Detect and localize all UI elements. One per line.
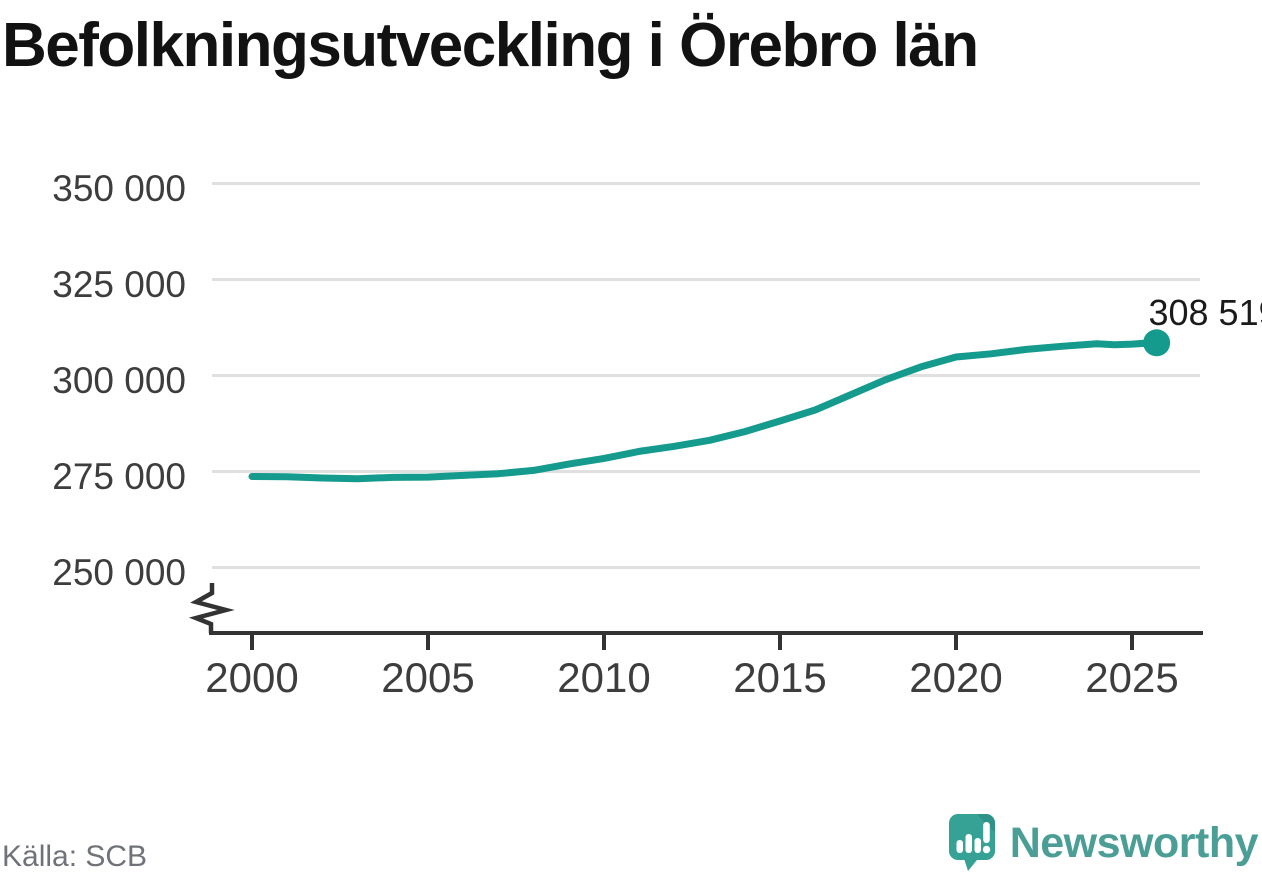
newsworthy-speech-bubble-bar-chart-icon <box>948 814 995 871</box>
x-tick-label: 2020 <box>909 654 1003 701</box>
x-tick-label: 2000 <box>205 654 299 701</box>
x-axis-tick <box>1130 633 1134 650</box>
y-tick-label: 275 000 <box>52 455 186 497</box>
x-tick-label: 2010 <box>557 654 651 701</box>
x-tick-label: 2025 <box>1085 654 1179 701</box>
y-tick-label: 325 000 <box>52 263 186 305</box>
latest-point-marker <box>1143 329 1171 357</box>
newsworthy-branding: Newsworthy <box>948 810 1259 876</box>
y-grid-line <box>212 278 1200 281</box>
y-grid-line <box>212 470 1200 473</box>
x-axis-tick <box>954 633 958 650</box>
y-grid-line <box>212 566 1200 569</box>
x-axis-tick <box>250 633 254 650</box>
population-line <box>248 339 1161 483</box>
y-grid-line <box>212 182 1200 185</box>
x-axis-tick <box>778 633 782 650</box>
x-axis-tick <box>602 633 606 650</box>
x-axis-tick <box>426 633 430 650</box>
y-axis-break-icon <box>188 583 235 633</box>
y-tick-label: 300 000 <box>52 359 186 401</box>
latest-value-label: 308 519 <box>1148 291 1262 333</box>
x-tick-label: 2005 <box>381 654 475 701</box>
chart-title: Befolkningsutveckling i Örebro län <box>2 11 979 80</box>
source-note: Källa: SCB <box>2 840 148 873</box>
y-tick-label: 350 000 <box>52 167 186 209</box>
x-tick-label: 2015 <box>733 654 827 701</box>
x-axis-line <box>209 631 1203 635</box>
newsworthy-wordmark: Newsworthy <box>1009 818 1259 867</box>
y-tick-label: 250 000 <box>52 551 186 593</box>
y-grid-line <box>212 374 1200 377</box>
